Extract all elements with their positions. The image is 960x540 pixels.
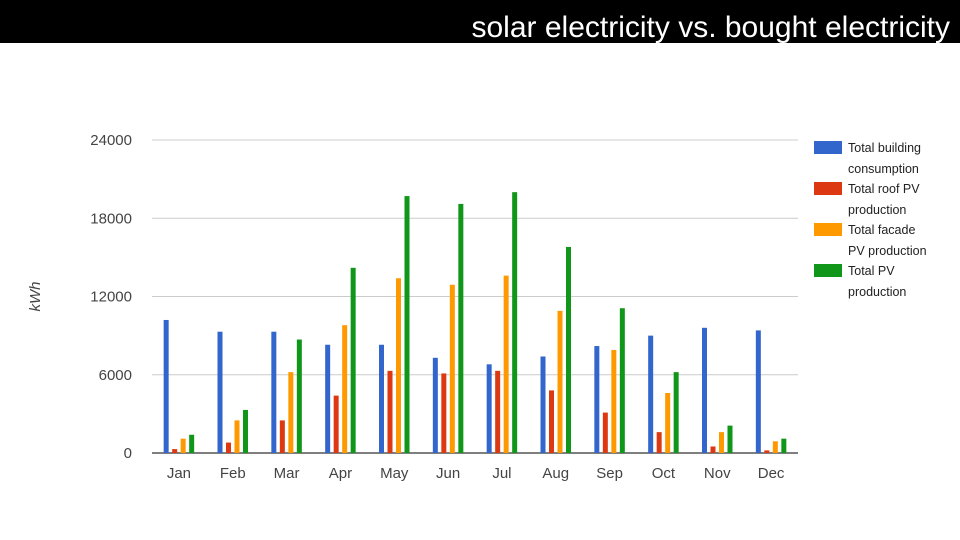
bar	[727, 425, 733, 453]
x-axis-ticks: Jan Feb Mar Apr May Jun Jul Aug Sep Oct Nov Dec	[167, 465, 785, 482]
x-tick-label: May	[380, 465, 409, 482]
bar	[279, 420, 285, 453]
bar	[540, 356, 546, 453]
bar	[342, 325, 348, 453]
legend-swatch	[814, 141, 842, 154]
x-tick-label: Jul	[492, 465, 511, 482]
bar	[503, 275, 509, 453]
bar	[432, 357, 438, 453]
x-tick-label: Dec	[758, 465, 785, 482]
title-bar: solar electricity vs. bought electricity	[0, 0, 960, 44]
x-tick-label: Jan	[167, 465, 191, 482]
bar	[656, 432, 662, 453]
legend-swatch	[814, 182, 842, 195]
y-axis-title: kWh	[27, 282, 44, 312]
x-tick-label: Aug	[542, 465, 569, 482]
bar	[710, 446, 716, 453]
bar	[764, 450, 770, 453]
bar	[296, 339, 302, 453]
y-tick-label: 6000	[99, 367, 132, 384]
x-tick-label: Oct	[652, 465, 676, 482]
bar	[189, 434, 195, 453]
x-tick-label: Mar	[274, 465, 300, 482]
bar	[441, 373, 447, 453]
bar	[719, 432, 724, 453]
legend-swatch	[814, 223, 842, 236]
bar	[702, 327, 707, 453]
slide-title: solar electricity vs. bought electricity	[471, 11, 950, 44]
bar	[594, 346, 600, 453]
bar	[333, 395, 339, 453]
bar	[458, 203, 464, 453]
bar	[673, 372, 679, 453]
bar	[172, 449, 178, 453]
bar	[271, 331, 277, 453]
bar	[549, 390, 554, 453]
bar	[163, 319, 169, 453]
legend-label: Total roof PV	[848, 182, 920, 196]
x-tick-label: Nov	[704, 465, 731, 482]
x-tick-label: Apr	[329, 465, 352, 482]
legend: Total building consumption Total roof PV pr…	[814, 141, 927, 299]
bar	[226, 442, 231, 453]
bar	[243, 409, 248, 453]
bar	[619, 308, 625, 453]
y-tick-label: 18000	[90, 210, 132, 227]
bar	[566, 246, 571, 453]
bar	[557, 310, 563, 453]
bar	[396, 278, 401, 453]
legend-label: production	[848, 203, 906, 217]
bar	[449, 284, 455, 453]
bar	[755, 330, 761, 453]
bar	[180, 438, 186, 453]
bar	[379, 344, 384, 453]
legend-swatch	[814, 264, 842, 277]
bar	[234, 420, 240, 453]
y-axis-ticks: 0 6000 12000 18000 24000	[90, 132, 132, 462]
bar	[495, 370, 501, 453]
x-tick-label: Jun	[436, 465, 460, 482]
bar	[325, 344, 331, 453]
bar	[512, 192, 518, 453]
legend-label: Total building	[848, 141, 921, 155]
y-tick-label: 0	[124, 445, 132, 462]
legend-label: production	[848, 285, 906, 299]
legend-label: PV production	[848, 244, 927, 258]
bar	[486, 364, 492, 453]
bar	[350, 267, 356, 453]
bar	[648, 335, 654, 453]
bar	[602, 412, 608, 453]
bars	[163, 192, 787, 453]
legend-label: Total facade	[848, 223, 915, 237]
gridlines	[152, 139, 798, 454]
bar	[611, 349, 617, 453]
bar	[387, 370, 393, 453]
y-tick-label: 12000	[90, 289, 132, 306]
legend-label: Total PV	[848, 264, 895, 278]
bar	[217, 331, 223, 453]
x-tick-label: Feb	[220, 465, 246, 482]
bar	[772, 441, 778, 453]
x-tick-label: Sep	[596, 465, 623, 482]
bar	[404, 196, 410, 453]
y-tick-label: 24000	[90, 132, 132, 149]
bar	[781, 438, 787, 453]
bar	[665, 393, 671, 453]
bar	[288, 372, 294, 453]
legend-label: consumption	[848, 162, 919, 176]
